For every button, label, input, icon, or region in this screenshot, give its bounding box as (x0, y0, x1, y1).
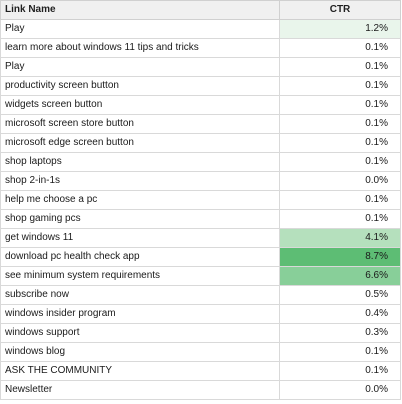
table-row: Newsletter 0.0% (0, 380, 401, 400)
ctr-value-cell[interactable]: 0.4% (279, 304, 401, 324)
table-row: widgets screen button 0.1% (0, 95, 401, 115)
link-name-cell[interactable]: help me choose a pc (0, 190, 280, 210)
table-row: learn more about windows 11 tips and tri… (0, 38, 401, 58)
table-row: shop laptops 0.1% (0, 152, 401, 172)
link-name-cell[interactable]: see minimum system requirements (0, 266, 280, 286)
link-name-cell[interactable]: windows insider program (0, 304, 280, 324)
column-header-ctr[interactable]: CTR (279, 0, 401, 20)
link-name-cell[interactable]: windows support (0, 323, 280, 343)
link-name-cell[interactable]: subscribe now (0, 285, 280, 305)
table-row: microsoft edge screen button 0.1% (0, 133, 401, 153)
link-name-cell[interactable]: Newsletter (0, 380, 280, 400)
table-row: see minimum system requirements 6.6% (0, 266, 401, 286)
ctr-value-cell[interactable]: 0.1% (279, 95, 401, 115)
ctr-value-cell[interactable]: 0.0% (279, 171, 401, 191)
link-name-cell[interactable]: learn more about windows 11 tips and tri… (0, 38, 280, 58)
link-name-cell[interactable]: shop 2-in-1s (0, 171, 280, 191)
ctr-value-cell[interactable]: 0.1% (279, 133, 401, 153)
link-name-cell[interactable]: Play (0, 57, 280, 77)
ctr-value-cell[interactable]: 0.3% (279, 323, 401, 343)
ctr-value-cell[interactable]: 1.2% (279, 19, 401, 39)
table-row: ASK THE COMMUNITY 0.1% (0, 361, 401, 381)
table-row: subscribe now 0.5% (0, 285, 401, 305)
table-row: shop gaming pcs 0.1% (0, 209, 401, 229)
ctr-value-cell[interactable]: 0.1% (279, 342, 401, 362)
ctr-value-cell[interactable]: 0.1% (279, 209, 401, 229)
ctr-value-cell[interactable]: 0.1% (279, 190, 401, 210)
table-row: windows blog 0.1% (0, 342, 401, 362)
table-row: help me choose a pc 0.1% (0, 190, 401, 210)
ctr-value-cell[interactable]: 6.6% (279, 266, 401, 286)
table-row: download pc health check app 8.7% (0, 247, 401, 267)
table-body: Play 1.2% learn more about windows 11 tips… (0, 19, 401, 400)
ctr-value-cell[interactable]: 0.1% (279, 152, 401, 172)
link-name-cell[interactable]: microsoft edge screen button (0, 133, 280, 153)
column-header-link-name[interactable]: Link Name (0, 0, 280, 20)
ctr-value-cell[interactable]: 0.1% (279, 76, 401, 96)
link-name-cell[interactable]: get windows 11 (0, 228, 280, 248)
link-name-cell[interactable]: productivity screen button (0, 76, 280, 96)
ctr-value-cell[interactable]: 8.7% (279, 247, 401, 267)
table-row: windows support 0.3% (0, 323, 401, 343)
header-row: Link Name CTR (0, 0, 401, 20)
ctr-value-cell[interactable]: 4.1% (279, 228, 401, 248)
table-row: windows insider program 0.4% (0, 304, 401, 324)
ctr-value-cell[interactable]: 0.5% (279, 285, 401, 305)
ctr-value-cell[interactable]: 0.0% (279, 380, 401, 400)
link-name-cell[interactable]: windows blog (0, 342, 280, 362)
ctr-value-cell[interactable]: 0.1% (279, 114, 401, 134)
link-name-cell[interactable]: shop laptops (0, 152, 280, 172)
link-name-cell[interactable]: shop gaming pcs (0, 209, 280, 229)
link-name-cell[interactable]: widgets screen button (0, 95, 280, 115)
ctr-value-cell[interactable]: 0.1% (279, 361, 401, 381)
table-row: Play 1.2% (0, 19, 401, 39)
table-row: productivity screen button 0.1% (0, 76, 401, 96)
table-row: get windows 11 4.1% (0, 228, 401, 248)
link-name-cell[interactable]: ASK THE COMMUNITY (0, 361, 280, 381)
ctr-value-cell[interactable]: 0.1% (279, 57, 401, 77)
ctr-value-cell[interactable]: 0.1% (279, 38, 401, 58)
table-row: shop 2-in-1s 0.0% (0, 171, 401, 191)
link-name-cell[interactable]: microsoft screen store button (0, 114, 280, 134)
table-row: microsoft screen store button 0.1% (0, 114, 401, 134)
table-header: Link Name CTR (0, 0, 401, 20)
link-name-cell[interactable]: download pc health check app (0, 247, 280, 267)
table-row: Play 0.1% (0, 57, 401, 77)
link-name-cell[interactable]: Play (0, 19, 280, 39)
